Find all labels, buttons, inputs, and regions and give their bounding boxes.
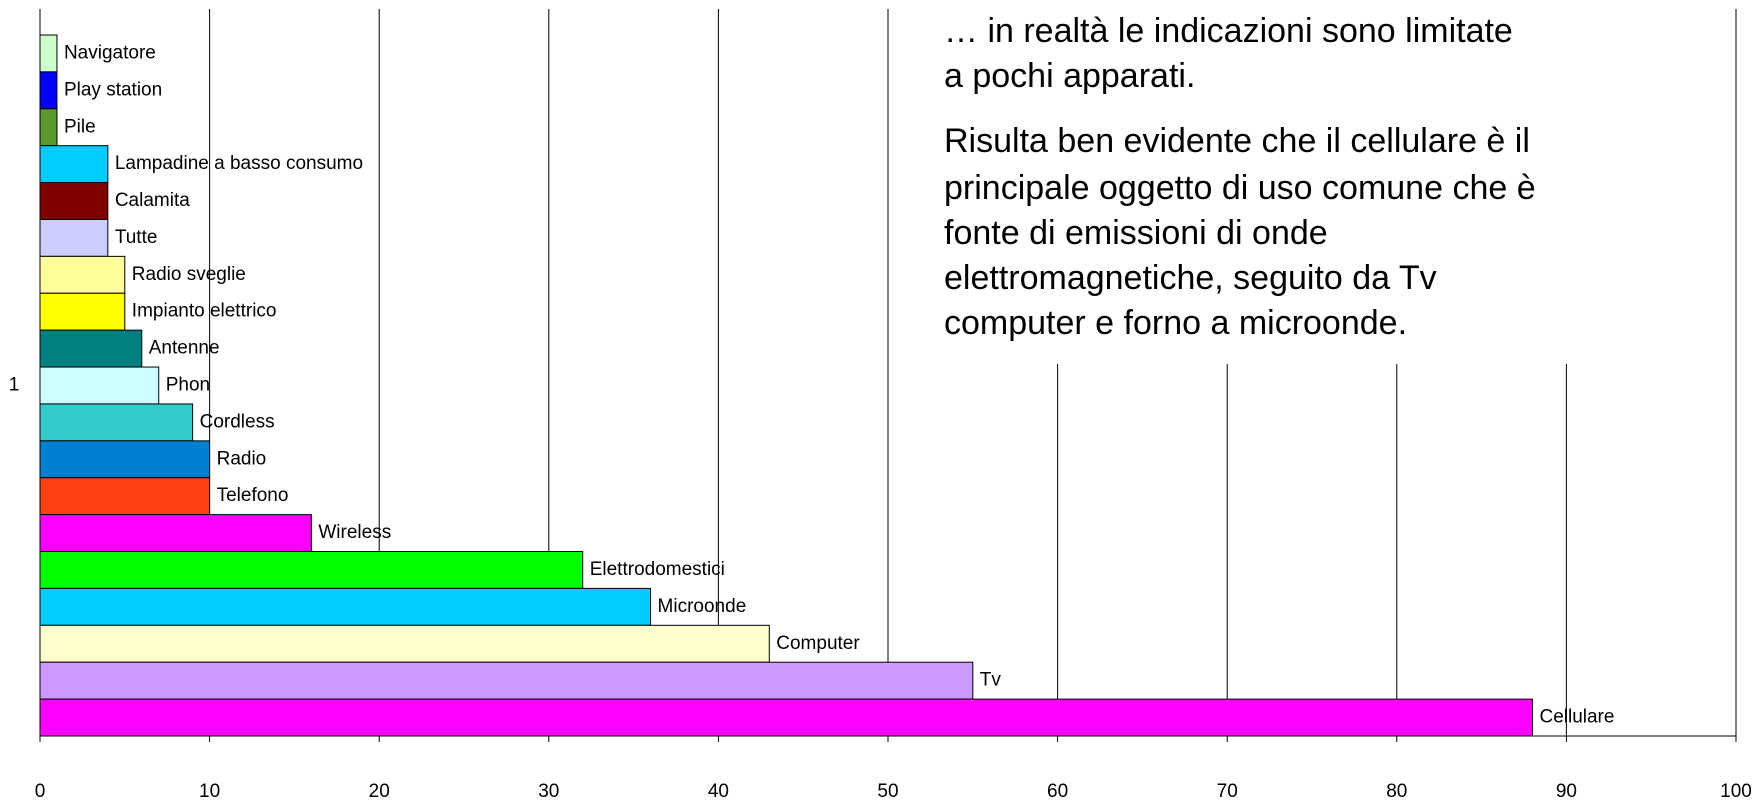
data-label: Calamita <box>115 190 190 211</box>
x-tick-label: 10 <box>199 781 220 801</box>
bar <box>39 108 58 147</box>
bar <box>39 698 1533 737</box>
bar <box>39 218 109 257</box>
x-tick-label: 90 <box>1556 781 1577 801</box>
bar <box>39 145 109 184</box>
x-tick-label: 20 <box>369 781 390 801</box>
data-label: Tutte <box>115 227 158 248</box>
annotation: principale oggetto di uso comune che è <box>944 169 1536 207</box>
bar <box>39 587 652 626</box>
bar <box>39 71 58 110</box>
data-label: Wireless <box>318 522 391 543</box>
x-tick-label: 30 <box>538 781 559 801</box>
bar <box>39 514 312 553</box>
x-tick-label: 60 <box>1047 781 1068 801</box>
x-tick-label: 80 <box>1386 781 1407 801</box>
bar <box>39 477 211 516</box>
data-label: Tv <box>980 670 1002 691</box>
bar <box>39 34 58 73</box>
data-label: Antenne <box>149 338 220 359</box>
data-label: Elettrodomestici <box>590 559 725 580</box>
annotation: Risulta ben evidente che il cellulare è … <box>944 122 1530 160</box>
annotation: fonte di emissioni di onde <box>944 214 1328 252</box>
annotation: … in realtà le indicazioni sono limitate <box>944 12 1513 50</box>
data-label: Cellulare <box>1539 707 1614 728</box>
bar <box>39 329 143 368</box>
annotation-box <box>905 0 1720 364</box>
data-label: Play station <box>64 79 162 100</box>
data-label: Impianto elettrico <box>132 301 277 322</box>
data-label: Radio sveglie <box>132 264 246 285</box>
annotation: a pochi apparati. <box>944 57 1195 95</box>
x-tick-label: 100 <box>1720 781 1752 801</box>
data-label: Radio <box>217 448 267 469</box>
bar <box>39 255 126 294</box>
x-tick-label: 70 <box>1217 781 1238 801</box>
annotation: computer e forno a microonde. <box>944 304 1407 342</box>
data-label: Microonde <box>658 596 747 617</box>
y-tick-label: 1 <box>9 375 20 396</box>
x-tick-label: 0 <box>35 781 46 801</box>
annotation: elettromagnetiche, seguito da Tv <box>944 259 1437 297</box>
bar <box>39 182 109 220</box>
data-label: Cordless <box>200 411 275 432</box>
bar <box>39 292 126 331</box>
data-label: Computer <box>776 633 860 654</box>
x-tick-label: 40 <box>708 781 729 801</box>
bar <box>39 366 160 405</box>
bar <box>39 403 194 442</box>
data-label: Pile <box>64 116 96 137</box>
data-label: Navigatore <box>64 42 156 63</box>
bar <box>39 624 770 663</box>
bar <box>39 661 974 700</box>
bar <box>39 551 584 589</box>
data-label: Telefono <box>217 485 289 506</box>
data-label: Phon <box>166 375 210 396</box>
bar <box>39 440 211 479</box>
x-tick-label: 50 <box>877 781 898 801</box>
data-label: Lampadine a basso consumo <box>115 153 363 174</box>
